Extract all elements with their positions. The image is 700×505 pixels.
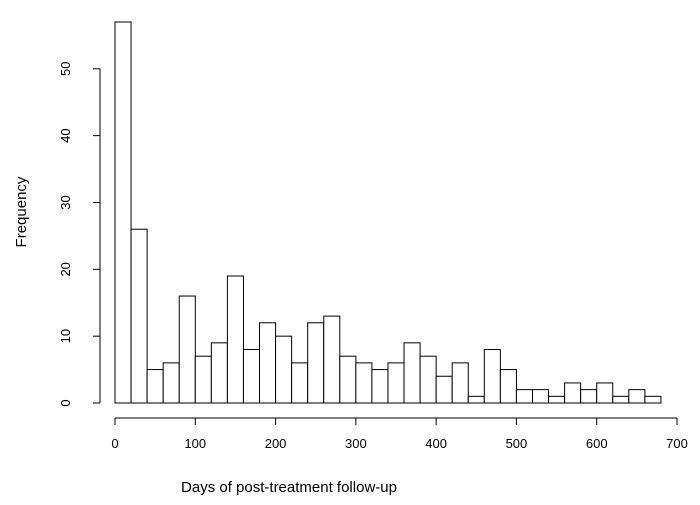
histogram-bar (596, 382, 614, 404)
histogram-bar (451, 362, 469, 404)
histogram-bar (339, 355, 357, 404)
histogram-bar (178, 295, 196, 404)
histogram-bar (194, 355, 212, 404)
histogram-bar (259, 322, 277, 404)
x-tick-label: 0 (111, 436, 118, 451)
histogram-bar (162, 362, 180, 404)
y-tick-label: 40 (58, 128, 73, 142)
bars-group (114, 21, 662, 404)
histogram-bar (355, 362, 373, 404)
histogram-bar (628, 389, 646, 404)
y-tick-label: 50 (58, 62, 73, 76)
x-axis-title: Days of post-treatment follow-up (181, 479, 397, 496)
histogram-bar (564, 382, 582, 404)
y-tick-label: 10 (58, 329, 73, 343)
x-tick-label: 500 (506, 436, 528, 451)
histogram-bar (275, 335, 293, 404)
histogram-bar (612, 395, 630, 404)
histogram-bar (130, 228, 148, 404)
histogram-bar (580, 389, 598, 404)
x-tick-label: 100 (184, 436, 206, 451)
histogram-bar (146, 369, 164, 404)
x-tick-label: 700 (666, 436, 688, 451)
histogram-bar (291, 362, 309, 404)
histogram-bar (515, 389, 533, 404)
histogram-bar (483, 349, 501, 404)
histogram-bar (323, 315, 341, 404)
x-tick-label: 400 (425, 436, 447, 451)
y-tick-label: 0 (58, 399, 73, 406)
histogram-bar (467, 395, 485, 404)
histogram-bar (226, 275, 244, 404)
y-tick-label: 20 (58, 262, 73, 276)
histogram-bar (419, 355, 437, 404)
histogram-bar (548, 395, 566, 404)
x-tick-label: 300 (345, 436, 367, 451)
histogram-bar (499, 369, 517, 404)
histogram-bar (435, 375, 453, 404)
histogram-bar (114, 21, 132, 404)
histogram-bar (531, 389, 550, 404)
x-tick-label: 200 (265, 436, 287, 451)
histogram-bar (307, 322, 325, 404)
histogram-bar (371, 369, 389, 404)
y-axis: 0 10 20 30 40 50 (58, 62, 101, 407)
y-axis-title: Frequency (13, 176, 30, 247)
y-tick-label: 30 (58, 195, 73, 209)
histogram-bar (387, 362, 405, 404)
x-tick-label: 600 (586, 436, 608, 451)
histogram-bar (210, 342, 228, 404)
histogram-bar (242, 349, 261, 404)
histogram-bar (644, 395, 662, 404)
histogram-bar (403, 342, 421, 404)
x-axis: 0 100 200 300 400 500 600 700 (111, 417, 688, 451)
